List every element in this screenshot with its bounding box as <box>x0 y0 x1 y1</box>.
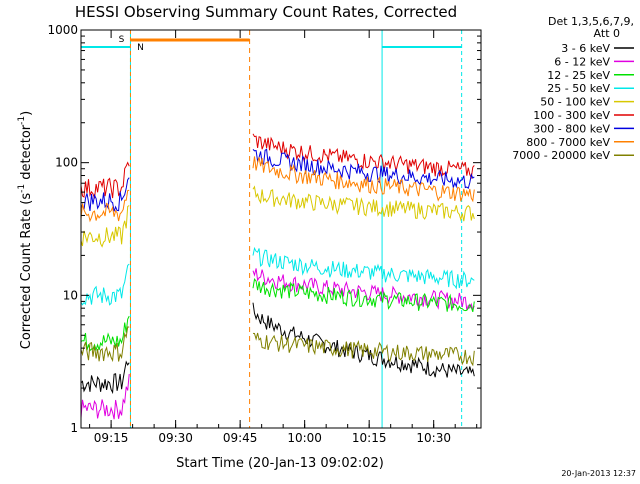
series-line <box>252 148 475 190</box>
legend-label: 3 - 6 keV <box>561 42 610 55</box>
series-line <box>81 189 130 223</box>
series-line <box>252 332 475 367</box>
series-line <box>81 177 130 212</box>
series-line <box>252 133 475 180</box>
y-tick-label: 1000 <box>47 23 78 37</box>
series-layer <box>81 133 475 420</box>
y-tick-label: 10 <box>63 288 78 302</box>
legend-label: 25 - 50 keV <box>547 82 610 95</box>
series-line <box>252 268 475 312</box>
series-line <box>81 263 130 306</box>
series-line <box>252 302 475 378</box>
legend-label: 300 - 800 keV <box>533 122 610 135</box>
legend-label: 6 - 12 keV <box>554 55 610 68</box>
night-label: N <box>137 43 144 53</box>
x-tick-label: 09:30 <box>158 431 193 445</box>
series-line <box>81 161 130 199</box>
y-tick-label: 100 <box>55 156 78 170</box>
legend-label: 800 - 7000 keV <box>526 136 610 149</box>
legend-title: Det 1,3,5,6,7,9, <box>548 15 634 28</box>
series-line <box>81 373 130 420</box>
x-tick-label: 09:45 <box>223 431 258 445</box>
legend-subtitle: Att 0 <box>594 27 620 40</box>
legend-label: 50 - 100 keV <box>540 96 610 109</box>
series-line <box>252 278 475 313</box>
series-line <box>81 205 130 248</box>
x-axis-label: Start Time (20-Jan-13 09:02:02) <box>176 456 384 471</box>
plot-frame <box>80 29 482 429</box>
series-line <box>252 156 475 203</box>
y-axis-label: Corrected Count Rate (s-1 detector-1) <box>17 111 34 349</box>
series-line <box>252 185 475 222</box>
x-tick-label: 10:15 <box>352 431 387 445</box>
series-line <box>252 246 475 290</box>
x-tick-label: 09:15 <box>94 431 129 445</box>
axis-layer: 09:15 09:30 09:45 10:00 10:15 10:30 1 10 100 1000… <box>47 23 481 445</box>
x-tick-label: 10:00 <box>287 431 322 445</box>
chart-title: HESSI Observing Summary Count Rates, Cor… <box>75 3 457 21</box>
y-tick-label: 1 <box>70 421 78 435</box>
legend-label: 7000 - 20000 keV <box>512 149 610 162</box>
legend-label: 12 - 25 keV <box>547 69 610 82</box>
series-line <box>81 326 130 363</box>
series-line <box>81 315 130 352</box>
footer-date: 20-Jan-2013 12:37 <box>561 469 636 478</box>
saa-label: S <box>119 35 125 45</box>
legend-label: 100 - 300 keV <box>533 109 610 122</box>
x-tick-label: 10:30 <box>416 431 451 445</box>
series-line <box>81 360 130 395</box>
